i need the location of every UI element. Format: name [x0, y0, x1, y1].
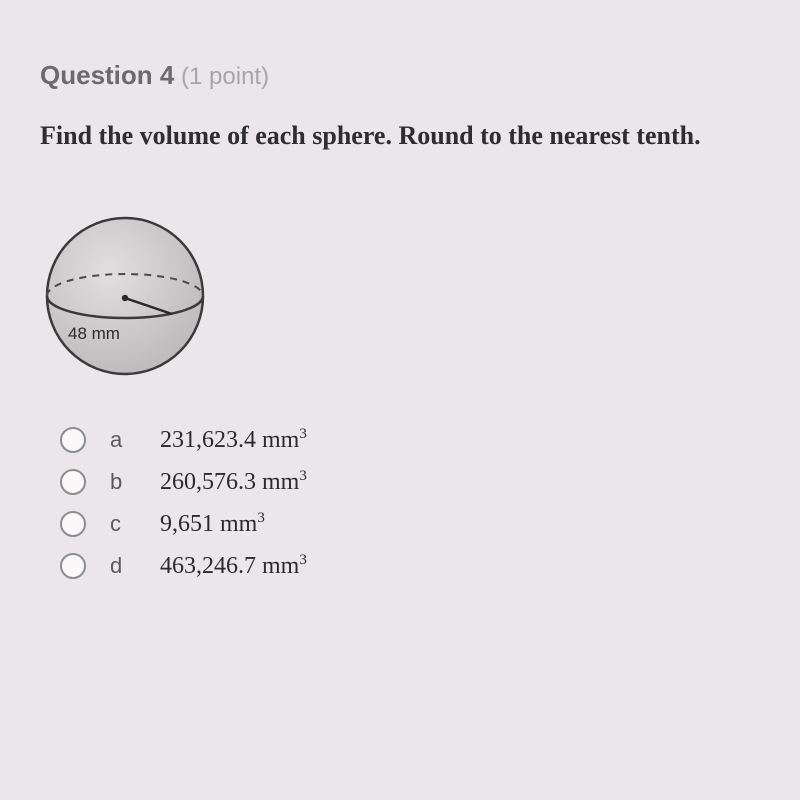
- option-b[interactable]: b 260,576.3 mm3: [60, 468, 760, 496]
- option-text: 231,623.4 mm3: [160, 426, 307, 454]
- option-a[interactable]: a 231,623.4 mm3: [60, 426, 760, 454]
- option-letter: c: [110, 511, 160, 537]
- option-letter: a: [110, 427, 160, 453]
- option-d[interactable]: d 463,246.7 mm3: [60, 552, 760, 580]
- options-list: a 231,623.4 mm3 b 260,576.3 mm3 c 9,651 …: [60, 426, 760, 580]
- question-label: Question 4: [40, 60, 174, 90]
- radio-icon[interactable]: [60, 469, 86, 495]
- sphere-svg: 48 mm: [40, 211, 210, 381]
- option-c[interactable]: c 9,651 mm3: [60, 510, 760, 538]
- radio-icon[interactable]: [60, 553, 86, 579]
- radio-icon[interactable]: [60, 427, 86, 453]
- option-letter: b: [110, 469, 160, 495]
- question-points: (1 point): [174, 63, 269, 90]
- radio-icon[interactable]: [60, 511, 86, 537]
- question-header: Question 4 (1 point): [40, 60, 760, 91]
- option-text: 260,576.3 mm3: [160, 468, 307, 496]
- option-text: 463,246.7 mm3: [160, 552, 307, 580]
- question-prompt: Find the volume of each sphere. Round to…: [40, 121, 760, 151]
- radius-label: 48 mm: [68, 324, 120, 343]
- sphere-diagram: 48 mm: [40, 211, 760, 386]
- option-letter: d: [110, 553, 160, 579]
- option-text: 9,651 mm3: [160, 510, 265, 538]
